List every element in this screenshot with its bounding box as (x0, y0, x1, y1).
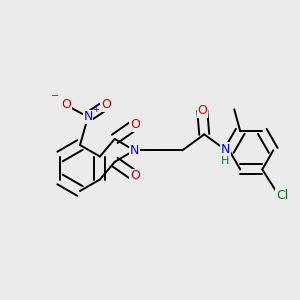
Text: N: N (83, 110, 93, 124)
Text: −: − (51, 91, 59, 101)
Text: O: O (130, 118, 140, 131)
Text: N: N (220, 143, 230, 156)
Text: N: N (130, 144, 139, 157)
Text: H: H (221, 156, 230, 167)
Text: O: O (197, 104, 207, 117)
Text: O: O (101, 98, 111, 112)
Text: O: O (61, 98, 71, 112)
Text: O: O (130, 169, 140, 182)
Text: Cl: Cl (276, 189, 288, 202)
Text: +: + (93, 104, 99, 113)
